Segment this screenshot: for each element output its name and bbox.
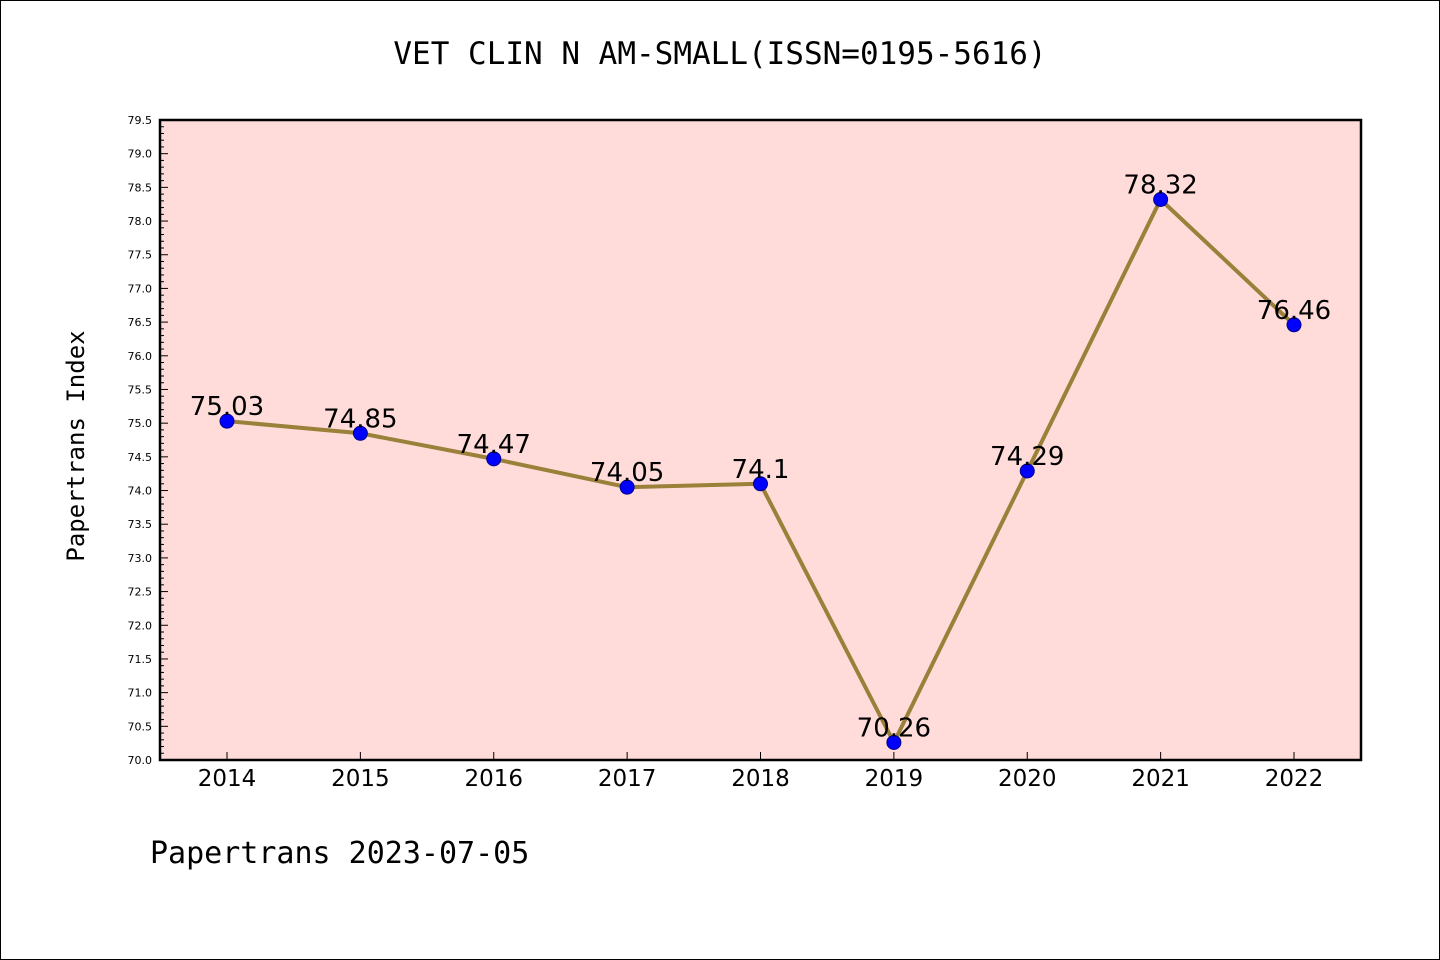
y-tick-label: 77.5	[128, 249, 153, 262]
y-tick-label: 76.0	[128, 350, 153, 363]
x-tick-label: 2021	[1131, 766, 1190, 792]
x-tick-label: 2020	[998, 766, 1057, 792]
y-tick-label: 76.5	[128, 316, 153, 329]
data-point	[1019, 463, 1035, 479]
y-tick-label: 71.5	[128, 653, 153, 666]
y-tick-label: 77.0	[128, 282, 153, 295]
y-tick-label: 70.5	[128, 720, 153, 733]
data-point	[486, 451, 502, 467]
data-label: 75.03	[190, 392, 264, 422]
data-label: 74.29	[990, 442, 1064, 472]
plot-border	[158, 118, 1363, 762]
y-tick-label: 72.0	[128, 619, 153, 632]
y-tick-label: 75.0	[128, 417, 153, 430]
data-label: 74.47	[457, 430, 531, 460]
chart-title: VET CLIN N AM-SMALL(ISSN=0195-5616)	[393, 36, 1047, 72]
data-point	[219, 413, 235, 429]
x-tick-label: 2022	[1265, 766, 1324, 792]
y-tick-label: 70.0	[128, 754, 153, 767]
data-point	[886, 734, 902, 750]
y-tick-label: 78.0	[128, 215, 153, 228]
y-tick-label: 74.5	[128, 451, 153, 464]
y-tick-label: 71.0	[128, 687, 153, 700]
x-tick-label: 2017	[598, 766, 657, 792]
x-tick-label: 2016	[464, 766, 523, 792]
y-tick-label: 73.5	[128, 518, 153, 531]
data-label: 74.05	[590, 458, 664, 488]
data-point	[619, 479, 635, 495]
data-point	[1153, 191, 1169, 207]
y-tick-label: 78.5	[128, 181, 153, 194]
y-tick-label: 73.0	[128, 552, 153, 565]
y-tick-label: 79.5	[128, 114, 153, 127]
x-tick-label: 2019	[865, 766, 924, 792]
y-tick-label: 74.0	[128, 485, 153, 498]
y-tick-label: 75.5	[128, 383, 153, 396]
data-label: 74.1	[732, 455, 790, 485]
x-tick-label: 2014	[198, 766, 257, 792]
footer-note: Papertrans 2023-07-05	[150, 836, 530, 871]
y-tick-label: 79.0	[128, 148, 153, 161]
data-label: 74.85	[323, 404, 397, 434]
x-tick-label: 2018	[731, 766, 790, 792]
data-point	[753, 476, 768, 492]
y-tick-label: 72.5	[128, 586, 153, 599]
data-label: 76.46	[1257, 296, 1331, 326]
data-label: 78.32	[1123, 170, 1197, 200]
data-point	[1286, 317, 1302, 333]
data-point	[352, 425, 368, 441]
x-tick-label: 2015	[331, 766, 390, 792]
data-label: 70.26	[857, 713, 931, 743]
